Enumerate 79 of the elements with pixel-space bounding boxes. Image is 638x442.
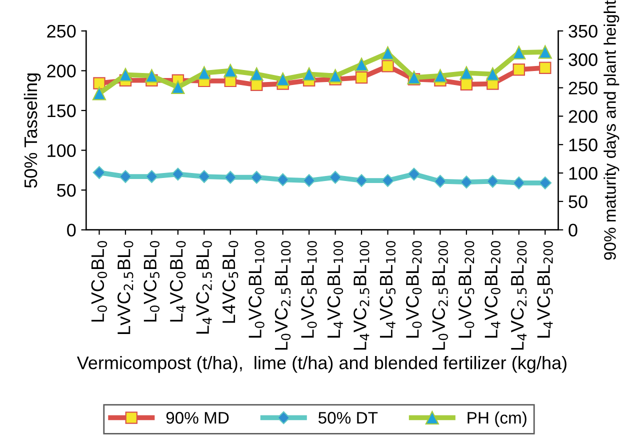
y-tick-label: 200	[47, 64, 76, 78]
point	[382, 60, 394, 72]
y-tick-label: 100	[48, 144, 76, 157]
y2-tick-label: 350	[568, 24, 598, 38]
point	[354, 58, 368, 72]
x-tick-label: L$_{0}$VC$_{0}$BL$_{100}$	[248, 240, 264, 338]
point	[381, 174, 394, 187]
point	[512, 63, 526, 76]
x-tick-label: L$_{0}$VC$_{5}$BL$_{200}$	[458, 240, 474, 338]
point	[144, 69, 159, 83]
x-tick-label: L4VC$_{5}$BL$_{0}$	[222, 240, 238, 323]
y2-tick-label: 150	[569, 138, 598, 152]
point	[328, 170, 342, 184]
point	[302, 67, 316, 81]
x-tick-label: L$_{4}$VC$_{2.5}$BL$_{100}$	[354, 241, 370, 350]
legend-label: 50% DT	[318, 412, 378, 424]
point	[355, 174, 368, 187]
x-tick-label: L$_{0}$VC$_{0}$BL$_{0}$	[91, 240, 108, 322]
x-tick-label: L$_{4}$VC$_{5}$BL$_{100}$	[380, 240, 396, 338]
point	[539, 62, 552, 74]
legend-label: PH (cm)	[468, 411, 526, 427]
point	[93, 77, 106, 90]
point	[224, 64, 238, 78]
x-tick-label: L$_{4}$VC$_{5}$BL$_{200}$	[537, 240, 553, 338]
y2-tick-label: 200	[568, 110, 598, 123]
x-tick-label: L$_{4}$VC$_{0}$BL$_{200}$	[484, 240, 500, 338]
x-axis-title: Vermicompost (t/ha), lime (t/ha) and blended fertilizer (kg/ha)	[76, 356, 566, 373]
y-tick-label: 50	[57, 184, 76, 197]
point	[328, 69, 342, 83]
point	[302, 174, 316, 187]
point	[355, 71, 368, 84]
legend-label: 90% MD	[166, 412, 229, 424]
point	[250, 170, 264, 184]
y-tick-label: 150	[48, 104, 76, 118]
x-tick-label: L$_{0}$VC$_{0}$BL$_{200}$	[406, 240, 422, 338]
point	[276, 72, 290, 86]
x-tick-label: L$_{0}$VC$_{2.5}$BL$_{200}$	[432, 241, 448, 350]
point	[224, 170, 237, 184]
y-axis-title: 50% Tasseling	[24, 74, 41, 188]
y-tick-label: 250	[47, 24, 76, 38]
point	[250, 67, 264, 81]
x-tick-label: L$_{4}$VC$_{2.5}$BL$_{0}$	[196, 241, 212, 334]
x-tick-label: L$_{0}$VC$_{5}$BL$_{100}$	[301, 240, 317, 338]
point	[119, 170, 132, 183]
x-tick-label: L$_{4}$VC$_{2.5}$BL$_{200}$	[510, 241, 527, 350]
x-tick-label: LvVC$_{2.5}$BL$_{0}$	[118, 241, 134, 334]
y2-tick-label: 100	[569, 166, 598, 180]
point	[460, 176, 473, 189]
point	[408, 168, 420, 181]
y2-axis-title: 90% maturity days and plant height	[604, 0, 620, 260]
point	[118, 68, 132, 82]
y2-tick-label: 0	[568, 224, 578, 237]
point	[486, 174, 500, 188]
point	[407, 70, 421, 84]
point	[380, 46, 395, 60]
point	[486, 67, 500, 81]
point	[198, 170, 211, 183]
point	[512, 46, 526, 60]
point	[538, 176, 552, 190]
x-tick-label: L$_{4}$VC$_{0}$BL$_{0}$	[170, 240, 186, 322]
y2-tick-label: 300	[568, 53, 598, 66]
point	[171, 80, 185, 94]
point	[433, 69, 448, 83]
point	[538, 45, 552, 59]
y2-tick-label: 250	[568, 82, 598, 94]
y2-tick-label: 50	[568, 195, 588, 208]
point	[145, 170, 158, 183]
x-tick-label: L$_{0}$VC$_{5}$BL$_{0}$	[144, 240, 160, 322]
point	[434, 174, 447, 188]
x-tick-label: L$_{0}$VC$_{2.5}$BL$_{100}$	[274, 241, 291, 350]
y-tick-label: 0	[67, 224, 76, 237]
point	[92, 86, 106, 100]
point	[92, 166, 106, 180]
point	[197, 66, 211, 80]
point	[460, 66, 474, 80]
x-tick-label: L$_{4}$VC$_{0}$BL$_{100}$	[327, 240, 344, 338]
point	[512, 176, 526, 190]
point	[276, 173, 290, 186]
point	[171, 168, 184, 181]
